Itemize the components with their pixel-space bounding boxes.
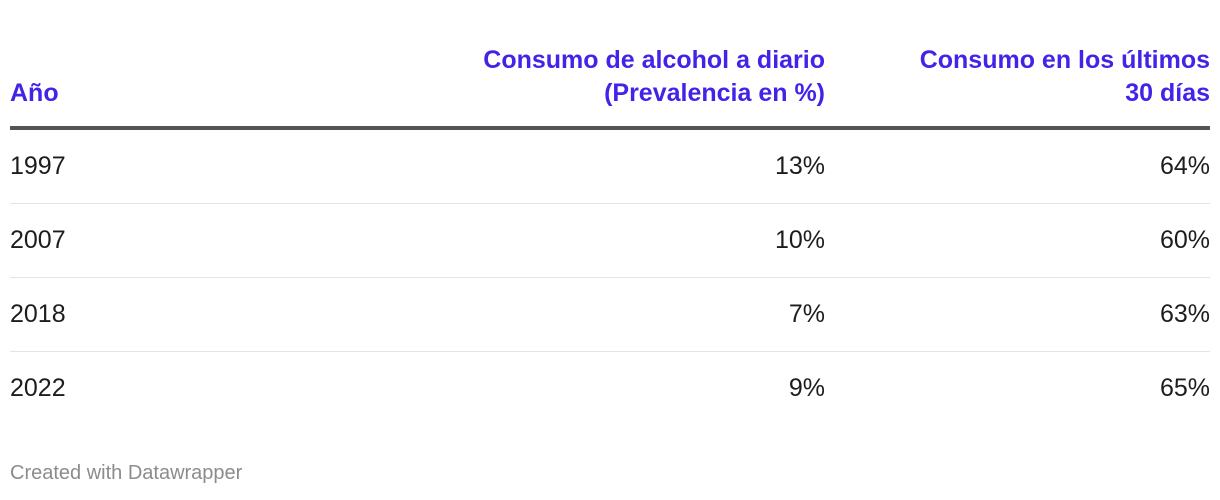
header-daily-alcohol-line-1: Consumo de alcohol a diario — [483, 46, 825, 74]
cell-daily-alcohol: 10% — [270, 203, 825, 278]
header-year-line-1: Año — [10, 79, 59, 107]
table-row: 2007 10% 60% — [10, 203, 1210, 278]
table-body: 1997 13% 64% 2007 10% 60% 2018 7% 63% 20… — [10, 128, 1210, 425]
table-row: 2022 9% 65% — [10, 352, 1210, 426]
cell-last-30-days: 64% — [825, 128, 1210, 204]
cell-year: 2007 — [10, 203, 270, 278]
header-last-30-days-line-1: Consumo en los últimos — [919, 46, 1210, 74]
cell-daily-alcohol: 13% — [270, 128, 825, 204]
header-last-30-days-line-2: 30 días — [1125, 79, 1210, 107]
header-daily-alcohol-line-2: (Prevalencia en %) — [604, 79, 825, 107]
header-last-30-days[interactable]: Consumo en los últimos 30 días — [825, 44, 1210, 130]
cell-last-30-days: 65% — [1159, 374, 1210, 402]
header-year[interactable]: Año — [10, 44, 270, 130]
table-header: Año Consumo de alcohol a diario (Prevale… — [10, 44, 1210, 130]
table-row: 1997 13% 64% — [10, 128, 1210, 204]
footer-credit[interactable]: Created with Datawrapper — [10, 462, 243, 484]
cell-year: 2022 — [10, 374, 66, 402]
cell-year: 1997 — [10, 128, 270, 204]
cell-last-30-days: 60% — [825, 203, 1210, 278]
cell-year: 2018 — [10, 277, 270, 352]
table-row: 2018 7% 63% — [10, 277, 1210, 352]
cell-daily-alcohol: 7% — [270, 277, 825, 352]
data-table-container: Año Consumo de alcohol a diario (Prevale… — [10, 44, 1210, 425]
header-daily-alcohol[interactable]: Consumo de alcohol a diario (Prevalencia… — [270, 44, 825, 130]
cell-daily-alcohol: 9% — [788, 374, 825, 402]
data-table: Año Consumo de alcohol a diario (Prevale… — [10, 44, 1210, 425]
cell-last-30-days: 63% — [825, 277, 1210, 352]
header-row: Año Consumo de alcohol a diario (Prevale… — [10, 44, 1210, 130]
